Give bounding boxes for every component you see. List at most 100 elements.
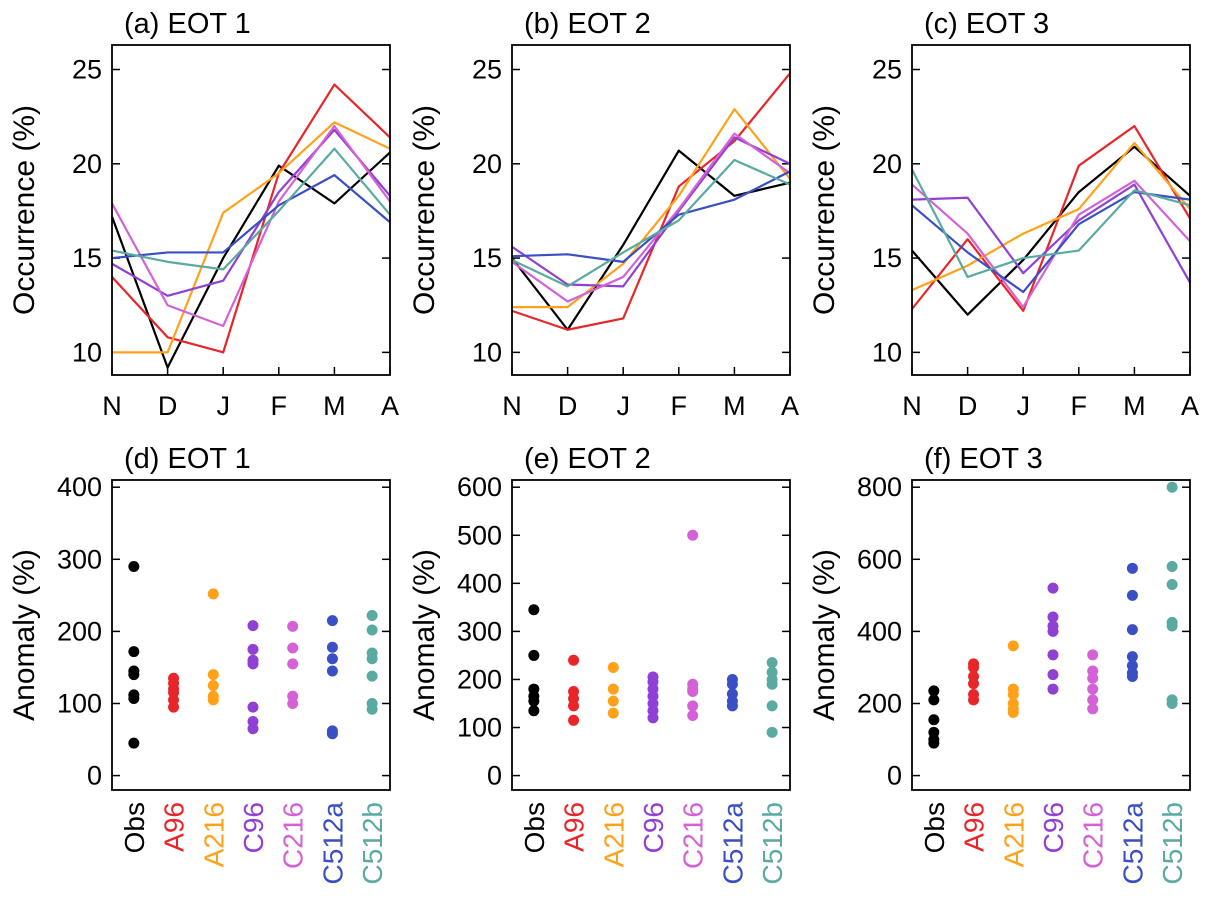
panel-title: (a) EOT 1 bbox=[124, 8, 251, 40]
plot-frame bbox=[111, 44, 391, 376]
data-point bbox=[168, 701, 180, 713]
x-category-label: C512a bbox=[317, 802, 348, 885]
x-tick-label: F bbox=[1071, 391, 1088, 421]
x-tick-label: N bbox=[102, 391, 122, 421]
y-tick-label: 25 bbox=[472, 55, 502, 85]
y-tick-label: 400 bbox=[457, 568, 502, 598]
data-point bbox=[607, 707, 619, 719]
data-point bbox=[568, 654, 580, 666]
data-point bbox=[366, 610, 378, 622]
y-tick-label: 800 bbox=[857, 472, 902, 502]
x-category-label: A96 bbox=[959, 802, 990, 852]
data-point bbox=[1047, 649, 1059, 661]
x-tick-label: J bbox=[1016, 391, 1030, 421]
y-tick-label: 20 bbox=[472, 149, 502, 179]
x-tick-label: F bbox=[671, 391, 688, 421]
data-point bbox=[928, 714, 940, 726]
panel: (e) EOT 2 Anomaly (%) 0 100 200 300 400 500 600 O… bbox=[408, 443, 791, 885]
data-point bbox=[326, 665, 338, 677]
panel: (b) EOT 2 Occurrence (%) 10 15 20 25 N D J F M A bbox=[408, 8, 799, 421]
panel-title: (f) EOT 3 bbox=[924, 443, 1043, 475]
y-tick-label: 500 bbox=[457, 520, 502, 550]
plot-frame bbox=[511, 479, 791, 791]
data-point bbox=[207, 679, 219, 691]
series-line bbox=[511, 132, 791, 303]
data-point bbox=[968, 694, 980, 706]
series-line bbox=[511, 72, 791, 331]
x-category-label: C512b bbox=[757, 802, 788, 885]
y-axis-title: Anomaly (%) bbox=[808, 549, 841, 721]
data-point bbox=[1047, 611, 1059, 623]
panel: (c) EOT 3 Occurrence (%) 10 15 20 25 N D J F M A bbox=[808, 8, 1199, 421]
data-point bbox=[247, 658, 259, 670]
y-axis-title: Occurrence (%) bbox=[408, 105, 441, 315]
data-point bbox=[528, 604, 540, 616]
y-tick-label: 200 bbox=[57, 616, 102, 646]
data-point bbox=[1007, 688, 1019, 700]
panel: (a) EOT 1 Occurrence (%) 10 15 20 25 N D J F M A bbox=[8, 8, 399, 421]
x-tick-label: D bbox=[158, 391, 178, 421]
data-point bbox=[1126, 670, 1138, 682]
y-tick-label: 100 bbox=[457, 713, 502, 743]
y-tick-label: 0 bbox=[487, 761, 502, 791]
series-line bbox=[511, 158, 791, 288]
data-point bbox=[766, 657, 778, 669]
y-tick-label: 25 bbox=[72, 55, 102, 85]
x-category-label: A216 bbox=[598, 802, 629, 867]
x-tick-label: M bbox=[723, 391, 746, 421]
y-tick-label: 10 bbox=[872, 337, 902, 367]
y-tick-label: 300 bbox=[57, 544, 102, 574]
y-tick-label: 100 bbox=[57, 688, 102, 718]
x-category-label: C512a bbox=[1117, 802, 1148, 885]
data-point bbox=[1126, 589, 1138, 601]
x-category-label: C96 bbox=[638, 802, 669, 853]
series-line bbox=[911, 145, 1191, 316]
data-point bbox=[726, 700, 738, 712]
data-point bbox=[647, 712, 659, 724]
x-tick-label: J bbox=[616, 391, 630, 421]
series-line bbox=[511, 170, 791, 263]
x-tick-label: M bbox=[1123, 391, 1146, 421]
series-line bbox=[911, 179, 1191, 309]
panel: (f) EOT 3 Anomaly (%) 0 200 400 600 800 Obs A96 A… bbox=[808, 443, 1191, 885]
data-point bbox=[1087, 694, 1099, 706]
y-tick-label: 15 bbox=[72, 243, 102, 273]
plot-frame bbox=[911, 44, 1191, 376]
x-tick-label: N bbox=[502, 391, 522, 421]
y-tick-label: 10 bbox=[72, 337, 102, 367]
panel-title: (d) EOT 1 bbox=[124, 443, 251, 475]
data-point bbox=[128, 669, 140, 681]
data-point bbox=[528, 649, 540, 661]
x-category-label: A96 bbox=[559, 802, 590, 852]
y-tick-label: 20 bbox=[872, 149, 902, 179]
data-point bbox=[607, 683, 619, 695]
data-point bbox=[1166, 697, 1178, 709]
data-point bbox=[928, 694, 940, 706]
series-line bbox=[911, 124, 1191, 312]
y-tick-label: 0 bbox=[87, 761, 102, 791]
data-point bbox=[207, 588, 219, 600]
data-point bbox=[326, 653, 338, 665]
y-axis-title: Anomaly (%) bbox=[408, 549, 441, 721]
data-point bbox=[247, 643, 259, 655]
data-point bbox=[766, 726, 778, 738]
series-line bbox=[111, 174, 391, 260]
data-point bbox=[247, 723, 259, 735]
data-point bbox=[687, 529, 699, 541]
x-category-label: C96 bbox=[238, 802, 269, 853]
x-category-label: C216 bbox=[1078, 802, 1109, 869]
x-tick-label: A bbox=[781, 391, 799, 421]
data-point bbox=[1126, 624, 1138, 636]
data-point bbox=[1087, 672, 1099, 684]
data-point bbox=[207, 669, 219, 681]
data-point bbox=[326, 615, 338, 627]
x-category-label: A96 bbox=[159, 802, 190, 852]
y-tick-label: 600 bbox=[857, 544, 902, 574]
data-point bbox=[928, 685, 940, 697]
data-point bbox=[726, 678, 738, 690]
y-axis-title: Occurrence (%) bbox=[808, 105, 841, 315]
y-tick-label: 25 bbox=[872, 55, 902, 85]
series-line bbox=[911, 141, 1191, 292]
data-point bbox=[247, 701, 259, 713]
x-category-label: C96 bbox=[1038, 802, 1069, 853]
